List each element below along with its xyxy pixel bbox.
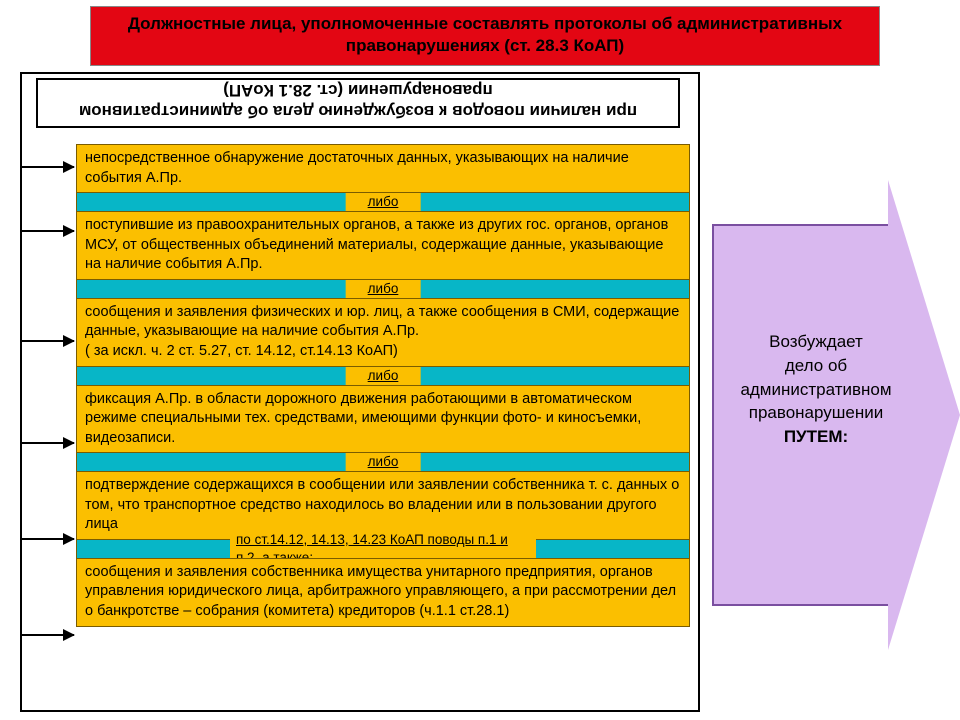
reason-item: сообщения и заявления собственника имуще…: [76, 558, 690, 627]
connector-arrow: [22, 634, 74, 636]
separator-last: по ст.14.12, 14.13, 14.23 КоАП поводы п.…: [76, 540, 690, 558]
reason-item: непосредственное обнаружение достаточных…: [76, 144, 690, 193]
items-column: непосредственное обнаружение достаточных…: [76, 144, 690, 627]
reason-item: сообщения и заявления физических и юр. л…: [76, 298, 690, 367]
separator-label: либо: [346, 280, 421, 298]
separator-label: либо: [346, 367, 421, 385]
connector-arrow: [22, 340, 74, 342]
reason-item: поступившие из правоохранительных органо…: [76, 211, 690, 280]
header-banner: Должностные лица, уполномоченные составл…: [90, 6, 880, 66]
reason-text: подтверждение содержащихся в сообщении и…: [85, 477, 679, 532]
flipped-text: при наличии поводов к возбуждению дела о…: [79, 81, 637, 121]
reason-item: фиксация А.Пр. в области дорожного движе…: [76, 385, 690, 454]
reason-item: подтверждение содержащихся в сообщении и…: [76, 471, 690, 540]
connector-arrow: [22, 230, 74, 232]
arrow-line: Возбуждает: [769, 332, 863, 351]
separator-or: либо: [76, 367, 690, 385]
flipped-caption: при наличии поводов к возбуждению дела о…: [36, 78, 680, 128]
separator-label: либо: [346, 193, 421, 211]
connector-arrow: [22, 538, 74, 540]
arrow-line-strong: ПУТЕМ:: [784, 427, 848, 446]
reason-text: непосредственное обнаружение достаточных…: [85, 150, 629, 186]
reason-text: поступившие из правоохранительных органо…: [85, 217, 668, 272]
reason-text: сообщения и заявления физических и юр. л…: [85, 304, 679, 359]
result-arrow: Возбуждает дело об административном прав…: [712, 180, 960, 650]
connector-arrow: [22, 442, 74, 444]
arrow-text: Возбуждает дело об административном прав…: [718, 330, 914, 449]
separator-label: либо: [346, 453, 421, 471]
separator-or: либо: [76, 280, 690, 298]
arrow-line: правонарушении: [749, 403, 884, 422]
separator-or: либо: [76, 453, 690, 471]
connector-arrow: [22, 166, 74, 168]
arrow-line: административном: [740, 380, 891, 399]
reason-text: фиксация А.Пр. в области дорожного движе…: [85, 391, 641, 446]
separator-or: либо: [76, 193, 690, 211]
arrow-line: дело об: [785, 356, 847, 375]
reason-text: сообщения и заявления собственника имуще…: [85, 564, 676, 619]
header-text: Должностные лица, уполномоченные составл…: [128, 14, 842, 55]
canvas: Должностные лица, уполномоченные составл…: [0, 0, 960, 720]
